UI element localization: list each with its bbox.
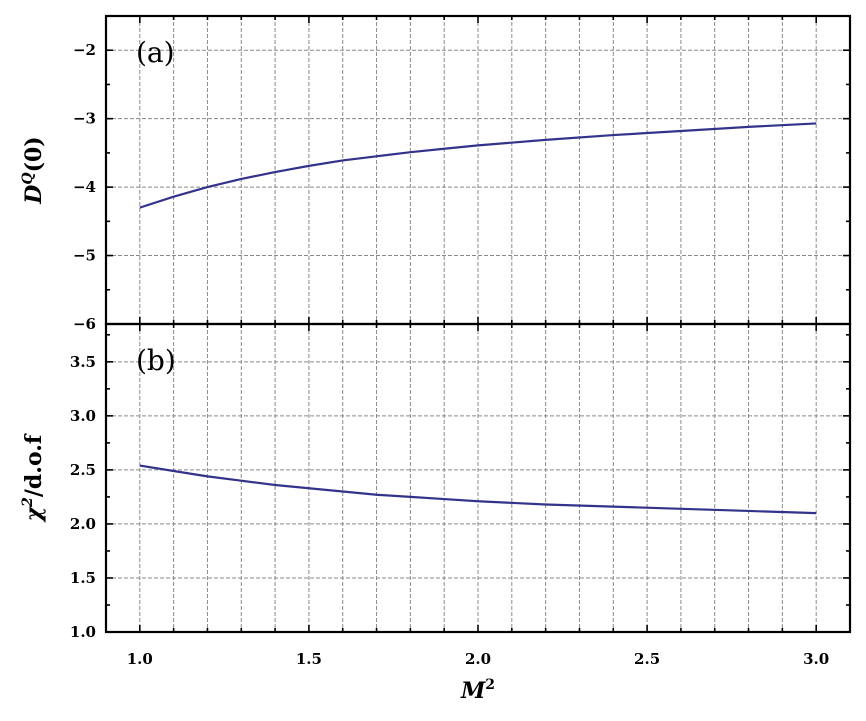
y-axis-label-rest: (0) xyxy=(21,136,47,172)
y-tick-label: −4 xyxy=(73,178,96,196)
x-axis-label-sup: 2 xyxy=(485,677,495,693)
y-tick-label: 2.5 xyxy=(70,461,96,479)
x-axis-label: M2 xyxy=(460,677,495,704)
y-tick-label: 1.5 xyxy=(70,569,96,587)
series-line xyxy=(139,464,817,515)
y-tick-label: −6 xyxy=(73,315,96,333)
y-axis-label-sup: 2 xyxy=(20,497,36,508)
y-tick-label: 2.0 xyxy=(70,515,96,533)
panel-a: −6 −5 −4 −3 −2 (a) DQ(0) xyxy=(20,14,852,333)
x-axis-label-base: M xyxy=(460,678,486,704)
y-axis-label-base: χ xyxy=(21,505,47,523)
y-axis-label: χ2/d.o.f xyxy=(20,433,47,523)
x-tick-label: 1.5 xyxy=(296,650,322,668)
y-tick-label: 1.0 xyxy=(70,623,96,641)
x-tick-label: 1.0 xyxy=(127,650,153,668)
panel-label: (b) xyxy=(136,344,176,377)
y-tick-label: −3 xyxy=(73,110,96,128)
x-tick-label: 2.5 xyxy=(634,650,660,668)
series-line xyxy=(139,122,817,209)
panel-label: (a) xyxy=(136,36,175,69)
x-tick-label: 3.0 xyxy=(803,650,829,668)
y-tick-label: −5 xyxy=(73,247,96,265)
x-tick-label: 2.0 xyxy=(465,650,491,668)
y-axis-label-rest: /d.o.f xyxy=(21,433,47,497)
y-axis-label: DQ(0) xyxy=(20,136,47,204)
y-tick-label: −2 xyxy=(73,41,96,59)
panel-b: 1.01.52.02.53.03.51.0 1.5 2.0 2.5 3.0(b)χ2/d… xyxy=(20,322,852,704)
y-axis-label-base: D xyxy=(21,185,47,205)
y-tick-label: 3.0 xyxy=(70,407,96,425)
y-axis-label-sup: Q xyxy=(20,172,36,184)
y-tick-label: 3.5 xyxy=(70,353,96,371)
chart-root: −6 −5 −4 −3 −2 (a) DQ(0) 1.0 1.5 2.0 2.5 3.0 3.5 1.0 1… xyxy=(20,14,852,704)
